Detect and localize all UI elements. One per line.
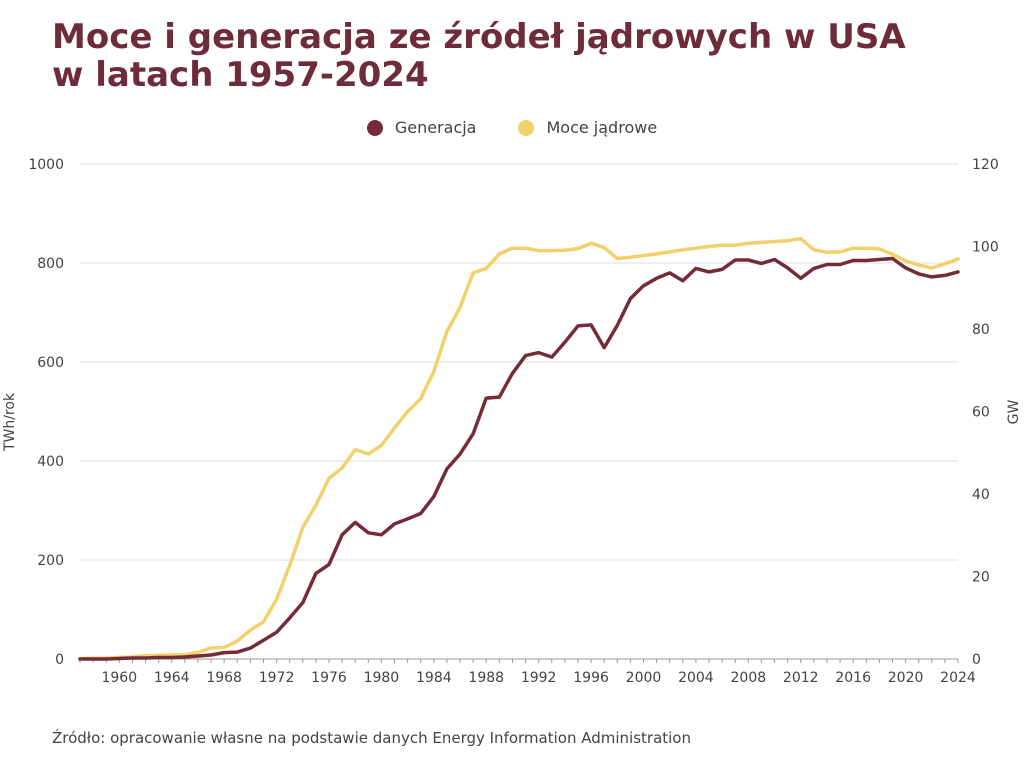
legend-label-capacity: Moce jądrowe bbox=[546, 118, 658, 137]
x-tick-label: 2004 bbox=[678, 670, 714, 686]
series-lines bbox=[78, 236, 960, 661]
x-tick-label: 1996 bbox=[573, 670, 609, 686]
y-right-tick-label: 100 bbox=[972, 240, 999, 256]
chart-title-line-2: w latach 1957-2024 bbox=[52, 55, 429, 95]
grid-lines bbox=[80, 163, 958, 561]
x-tick-label: 1992 bbox=[521, 670, 557, 686]
chart-title: Moce i generacja ze źródeł jądrowych w U… bbox=[52, 18, 906, 94]
y-right-tick-label: 60 bbox=[972, 405, 990, 421]
y-left-tick-label: 600 bbox=[37, 355, 64, 371]
y-left-tick-label: 200 bbox=[37, 553, 64, 569]
x-tick-label: 2020 bbox=[888, 670, 924, 686]
y-axis-left-label: TWh/rok bbox=[2, 392, 18, 452]
legend-dot-capacity bbox=[518, 119, 535, 136]
chart-title-line-1: Moce i generacja ze źródeł jądrowych w U… bbox=[52, 17, 906, 57]
x-tick-label: 1976 bbox=[311, 670, 347, 686]
series-line-capacity[interactable] bbox=[78, 236, 960, 661]
x-tick-label: 1964 bbox=[154, 670, 190, 686]
y-left-tick-label: 800 bbox=[37, 256, 64, 272]
y-right-tick-label: 0 bbox=[972, 652, 981, 668]
x-tick-label: 1980 bbox=[364, 670, 400, 686]
y-right-tick-label: 120 bbox=[972, 157, 999, 173]
x-tick-label: 1960 bbox=[101, 670, 137, 686]
x-tick-label: 1968 bbox=[206, 670, 242, 686]
chart-legend: Generacja Moce jądrowe bbox=[0, 118, 1024, 137]
legend-label-generation: Generacja bbox=[394, 118, 477, 137]
source-note: Źródło: opracowanie własne na podstawie … bbox=[52, 729, 691, 747]
x-tick-label: 2024 bbox=[940, 670, 976, 686]
y-axis-right-label: GW bbox=[1006, 400, 1022, 425]
axes: 0 200 400 600 800 1000 0 20 40 60 80 100 120 1960 1964… bbox=[28, 157, 998, 686]
legend-item-generation[interactable]: Generacja bbox=[366, 118, 477, 137]
y-left-tick-label: 400 bbox=[37, 454, 64, 470]
y-left-tick-label: 1000 bbox=[28, 157, 64, 173]
y-right-tick-label: 40 bbox=[972, 487, 990, 503]
x-tick-label: 1984 bbox=[416, 670, 452, 686]
legend-dot-generation bbox=[366, 119, 383, 136]
x-tick-label: 2012 bbox=[783, 670, 819, 686]
x-tick-label: 1988 bbox=[468, 670, 504, 686]
y-right-tick-label: 80 bbox=[972, 322, 990, 338]
x-tick-label: 1972 bbox=[259, 670, 295, 686]
y-left-tick-label: 0 bbox=[55, 652, 64, 668]
x-tick-label: 2000 bbox=[626, 670, 662, 686]
series-line-generation[interactable] bbox=[78, 256, 960, 661]
y-right-tick-label: 20 bbox=[972, 570, 990, 586]
legend-item-capacity[interactable]: Moce jądrowe bbox=[518, 118, 657, 137]
x-tick-label: 2016 bbox=[835, 670, 871, 686]
x-tick-label: 2008 bbox=[731, 670, 767, 686]
